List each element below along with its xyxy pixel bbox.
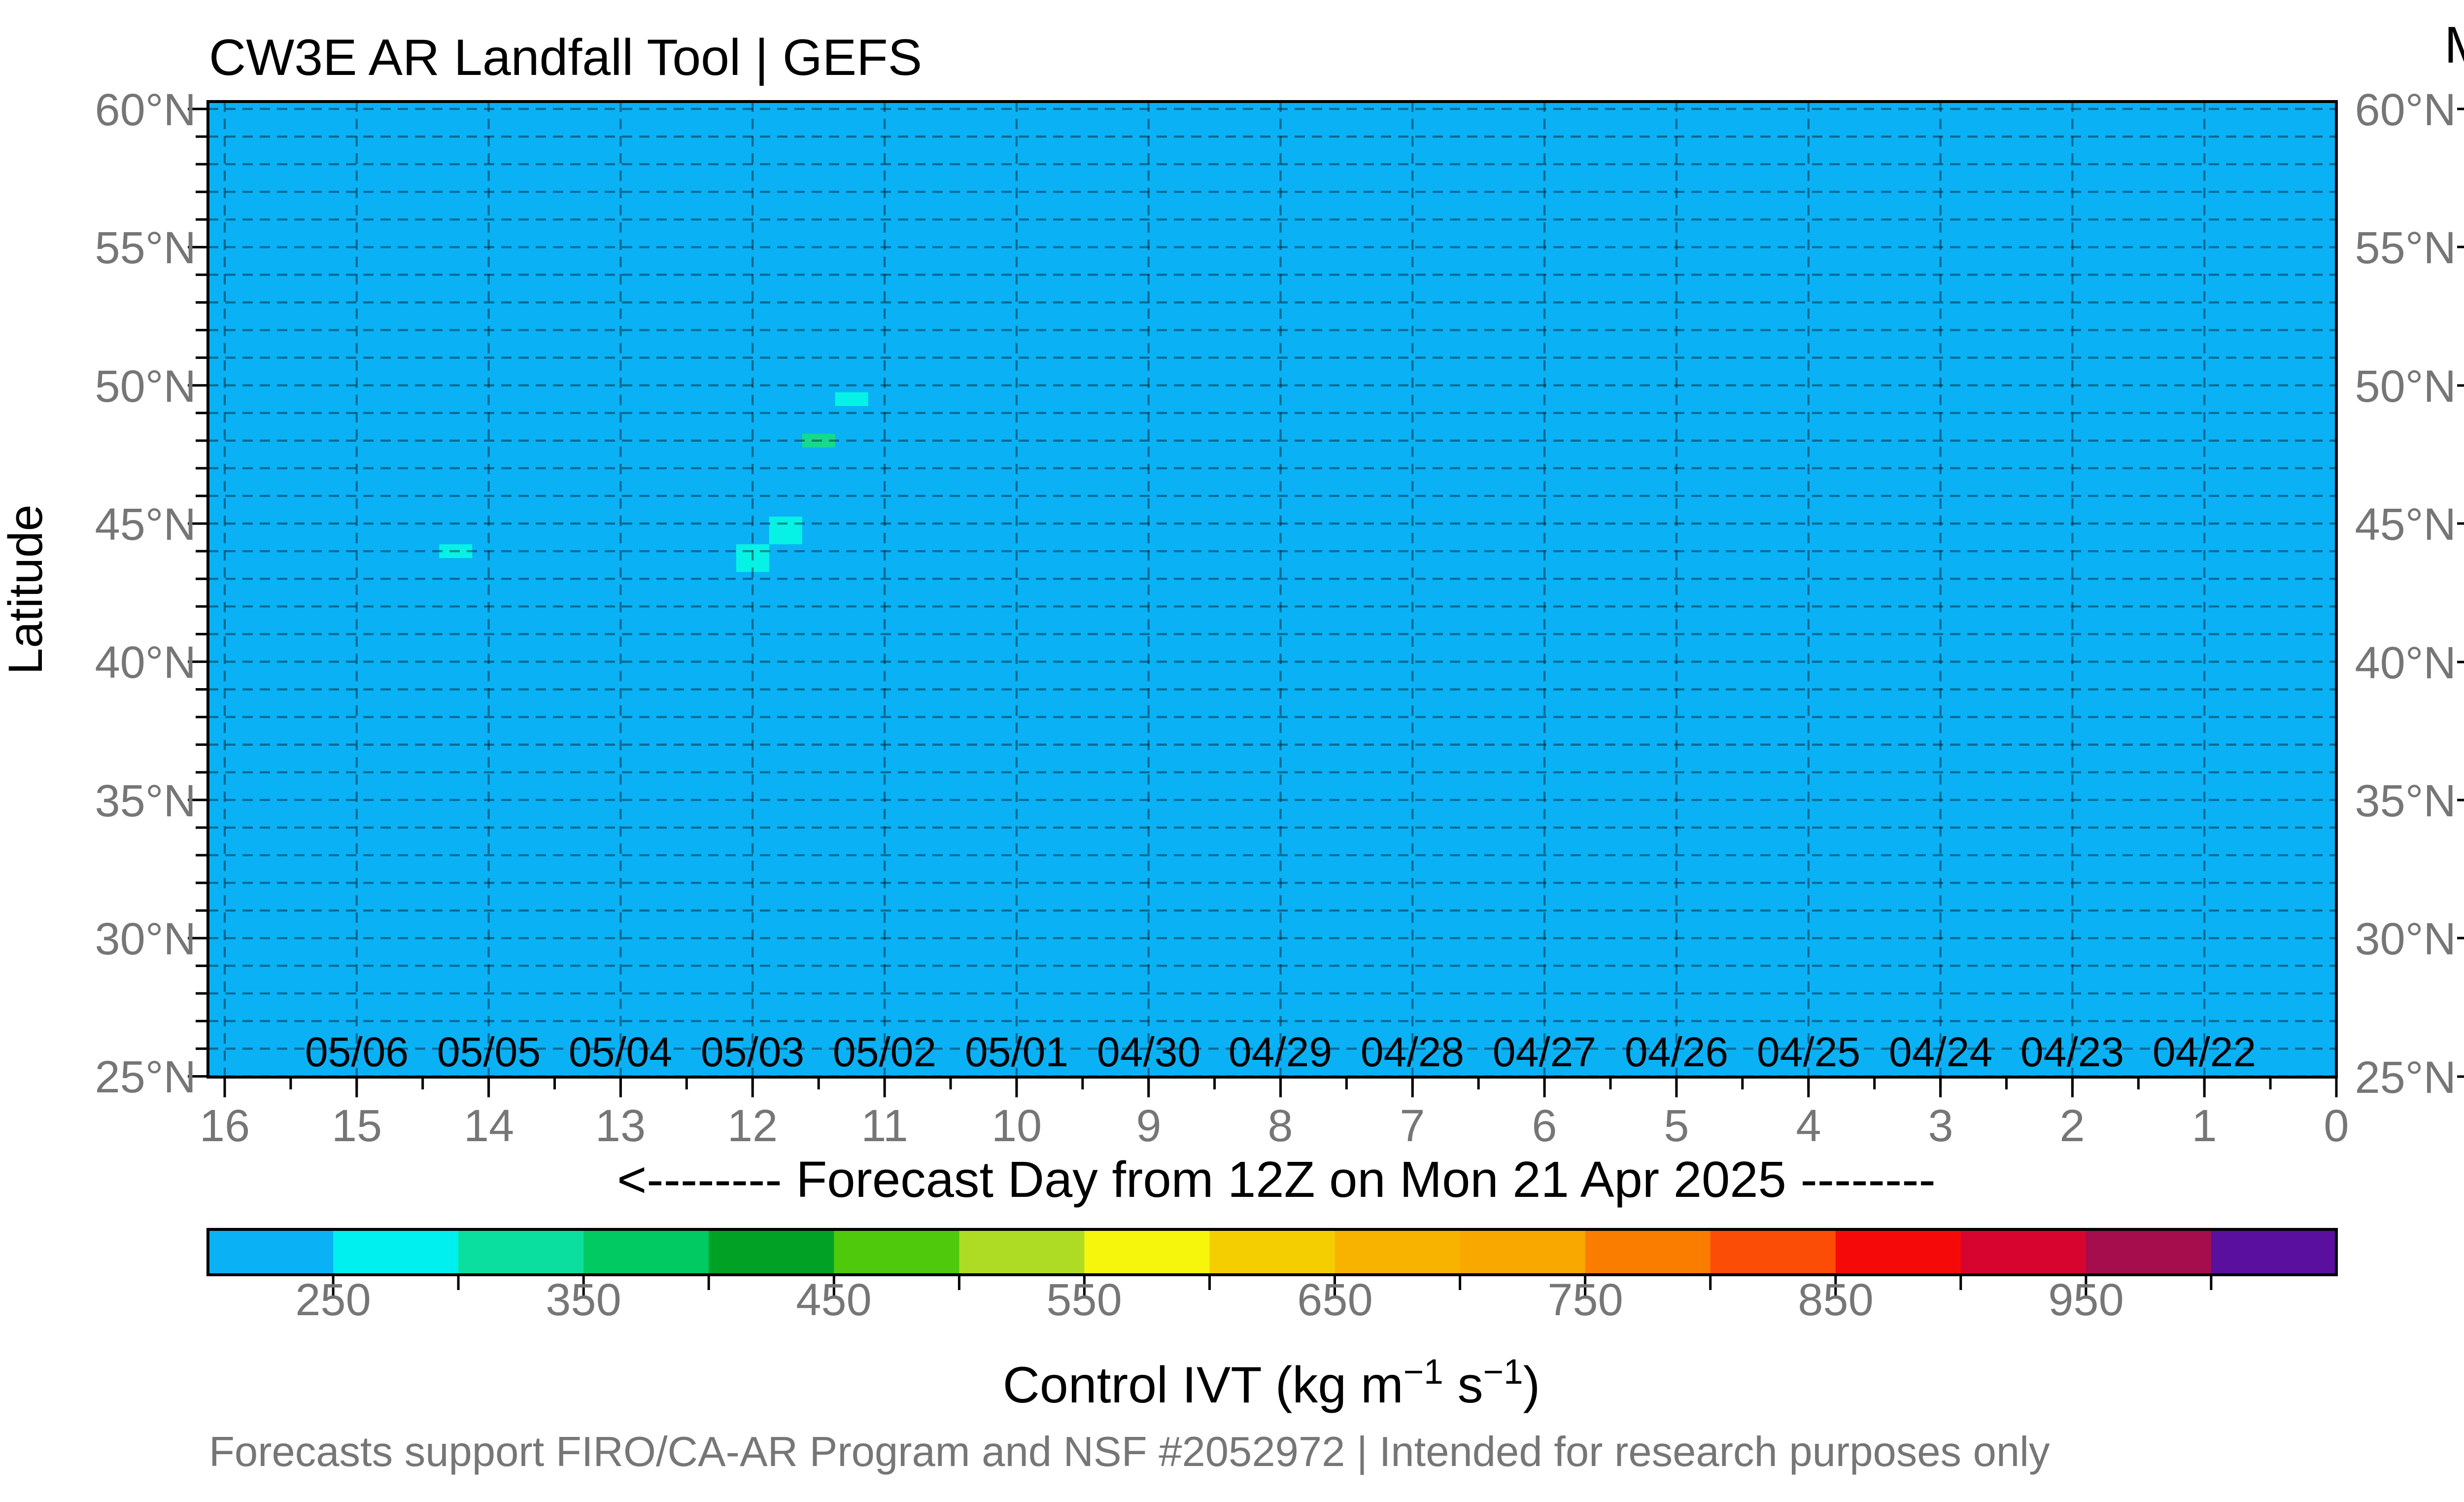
- svg-text:60°N: 60°N: [95, 85, 196, 135]
- svg-text:04/22: 04/22: [2153, 1029, 2256, 1075]
- svg-text:250: 250: [295, 1275, 371, 1325]
- svg-text:40°N: 40°N: [95, 637, 196, 688]
- svg-text:350: 350: [546, 1275, 621, 1325]
- svg-text:5: 5: [1664, 1101, 1689, 1151]
- svg-text:30°N: 30°N: [95, 914, 196, 964]
- svg-text:2: 2: [2059, 1101, 2085, 1151]
- svg-text:45°N: 45°N: [95, 499, 196, 550]
- svg-text:25°N: 25°N: [2355, 1052, 2456, 1103]
- svg-text:05/01: 05/01: [965, 1029, 1068, 1075]
- svg-text:Model Run: 12Z Mon 21 Apr 2025: Model Run: 12Z Mon 21 Apr 2025: [2444, 16, 2464, 74]
- svg-text:12: 12: [727, 1101, 778, 1151]
- svg-text:05/05: 05/05: [437, 1029, 541, 1075]
- svg-text:04/30: 04/30: [1097, 1029, 1200, 1075]
- svg-text:04/23: 04/23: [2020, 1029, 2124, 1075]
- svg-text:CW3E AR Landfall Tool | GEFS: CW3E AR Landfall Tool | GEFS: [209, 29, 922, 86]
- svg-text:6: 6: [1532, 1101, 1557, 1151]
- svg-text:4: 4: [1796, 1101, 1821, 1151]
- svg-text:Forecasts support FIRO/CA-AR P: Forecasts support FIRO/CA-AR Program and…: [209, 1429, 2050, 1475]
- svg-text:Latitude: Latitude: [0, 504, 52, 674]
- svg-text:50°N: 50°N: [95, 361, 196, 412]
- svg-text:04/27: 04/27: [1493, 1029, 1596, 1075]
- svg-text:<-------- Forecast Day from 12: <-------- Forecast Day from 12Z on Mon 2…: [617, 1151, 1936, 1208]
- svg-text:30°N: 30°N: [2355, 914, 2456, 964]
- svg-text:04/25: 04/25: [1757, 1029, 1860, 1075]
- svg-text:10: 10: [992, 1101, 1042, 1151]
- svg-text:40°N: 40°N: [2355, 638, 2456, 688]
- svg-text:50°N: 50°N: [2355, 361, 2456, 412]
- svg-text:60°N: 60°N: [2355, 85, 2456, 135]
- svg-text:04/28: 04/28: [1361, 1029, 1464, 1075]
- svg-text:850: 850: [1798, 1275, 1874, 1325]
- svg-text:04/26: 04/26: [1625, 1029, 1728, 1075]
- svg-text:04/24: 04/24: [1889, 1029, 1992, 1075]
- svg-text:550: 550: [1046, 1275, 1122, 1325]
- svg-text:25°N: 25°N: [95, 1052, 196, 1102]
- svg-text:7: 7: [1400, 1101, 1425, 1151]
- svg-text:950: 950: [2048, 1275, 2124, 1325]
- svg-text:55°N: 55°N: [95, 223, 196, 273]
- svg-text:15: 15: [332, 1101, 382, 1151]
- svg-text:35°N: 35°N: [95, 776, 196, 826]
- svg-text:450: 450: [796, 1275, 872, 1325]
- svg-text:05/03: 05/03: [701, 1029, 804, 1075]
- svg-text:Control IVT (kg m−1 s−1): Control IVT (kg m−1 s−1): [1003, 1353, 1540, 1414]
- svg-text:05/04: 05/04: [569, 1029, 672, 1075]
- svg-text:750: 750: [1547, 1275, 1623, 1325]
- svg-text:11: 11: [861, 1101, 908, 1151]
- svg-text:14: 14: [464, 1101, 514, 1151]
- svg-text:55°N: 55°N: [2355, 223, 2456, 273]
- svg-text:04/29: 04/29: [1229, 1029, 1332, 1075]
- svg-text:9: 9: [1136, 1101, 1161, 1151]
- svg-text:13: 13: [595, 1101, 646, 1151]
- svg-text:05/06: 05/06: [305, 1029, 409, 1075]
- svg-text:05/02: 05/02: [833, 1029, 936, 1075]
- svg-text:35°N: 35°N: [2355, 776, 2456, 826]
- svg-text:3: 3: [1928, 1101, 1953, 1151]
- svg-text:16: 16: [200, 1101, 250, 1151]
- svg-text:45°N: 45°N: [2355, 499, 2456, 550]
- svg-text:8: 8: [1267, 1101, 1293, 1151]
- svg-text:650: 650: [1297, 1275, 1373, 1325]
- svg-text:1: 1: [2191, 1101, 2217, 1151]
- svg-text:0: 0: [2324, 1101, 2349, 1151]
